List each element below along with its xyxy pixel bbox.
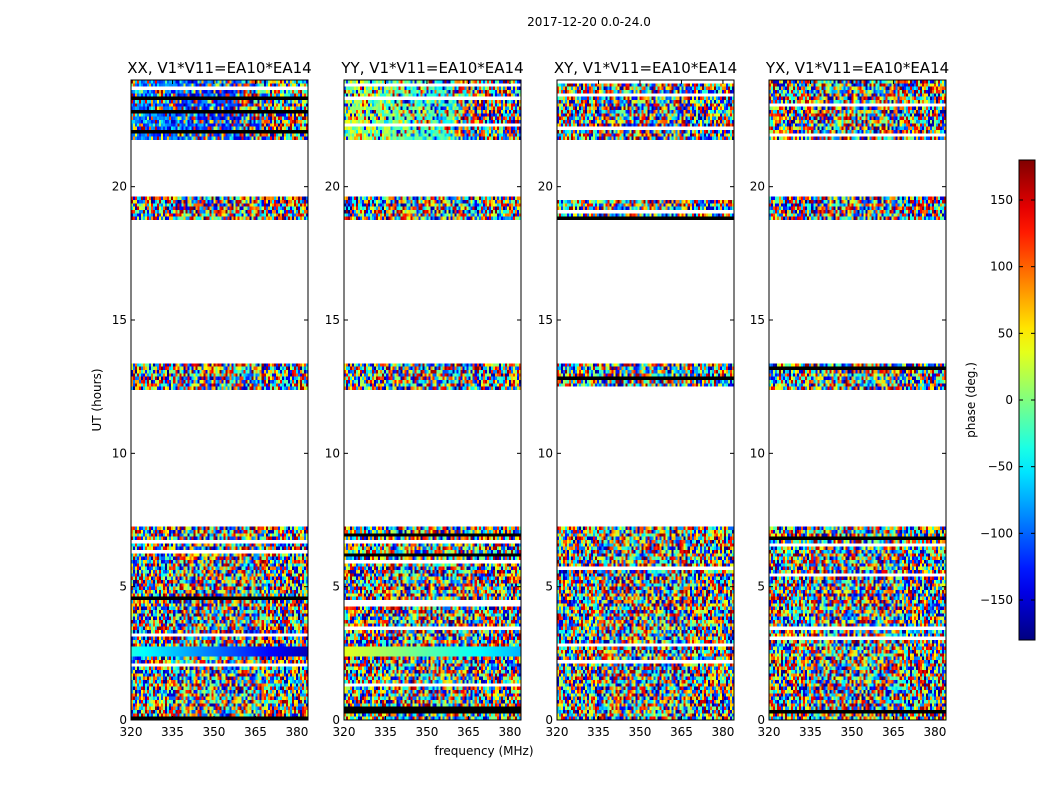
panel-frame [343, 79, 522, 721]
colorbar-tick-label: −150 [980, 593, 1013, 607]
x-tick-label: 335 [587, 725, 610, 739]
colorbar-tick-label: 150 [990, 193, 1013, 207]
colorbar-label: phase (deg.) [964, 362, 978, 438]
y-tick-label: 10 [750, 446, 765, 460]
x-tick-label: 350 [841, 725, 864, 739]
x-tick-label: 365 [457, 725, 480, 739]
panel-title: YY, V1*V11=EA10*EA14 [340, 59, 523, 77]
x-tick-label: 380 [711, 725, 734, 739]
panel-title: XX, V1*V11=EA10*EA14 [127, 59, 311, 77]
y-tick-label: 10 [538, 446, 553, 460]
panel-yx: YX, V1*V11=EA10*EA14 320 335 350 365 380 0 5 10 1… [750, 59, 949, 739]
x-tick-label: 365 [670, 725, 693, 739]
x-tick-label: 365 [882, 725, 905, 739]
panel-frame [556, 79, 735, 721]
colorbar-tick-label: 50 [998, 326, 1013, 340]
x-axis-label: frequency (MHz) [434, 744, 533, 758]
colorbar-tick-label: 100 [990, 260, 1013, 274]
colorbar-tick-label: −100 [980, 526, 1013, 540]
panels: XX, V1*V11=EA10*EA14 320 335 350 365 380 0 5 10 1… [112, 59, 949, 739]
x-tick-label: 320 [333, 725, 356, 739]
y-tick-label: 15 [112, 313, 127, 327]
panel-yy: YY, V1*V11=EA10*EA14 320 335 350 365 380 0 5 10 1… [325, 59, 524, 739]
y-tick-label: 20 [325, 180, 340, 194]
x-tick-label: 365 [244, 725, 267, 739]
x-tick-label: 350 [416, 725, 439, 739]
y-tick-label: 5 [545, 580, 553, 594]
y-tick-label: 0 [545, 713, 553, 727]
y-tick-label: 10 [112, 446, 127, 460]
colorbar-tick-label: 0 [1005, 393, 1013, 407]
y-tick-label: 0 [119, 713, 127, 727]
x-tick-label: 320 [546, 725, 569, 739]
y-tick-label: 20 [750, 180, 765, 194]
y-tick-label: 0 [332, 713, 340, 727]
x-tick-label: 380 [498, 725, 521, 739]
figure-suptitle: 2017-12-20 0.0-24.0 [527, 15, 651, 29]
y-tick-label: 15 [538, 313, 553, 327]
phase-heatmap-xx [131, 80, 308, 720]
panel-title: XY, V1*V11=EA10*EA14 [554, 59, 737, 77]
y-tick-label: 5 [119, 580, 127, 594]
y-tick-label: 20 [538, 180, 553, 194]
phase-heatmap-yx [769, 80, 946, 720]
y-tick-label: 5 [757, 580, 765, 594]
colorbar: −150 −100 −50 0 50 100 150 [980, 159, 1036, 641]
x-tick-label: 380 [285, 725, 308, 739]
panel-title: YX, V1*V11=EA10*EA14 [765, 59, 949, 77]
x-tick-label: 350 [629, 725, 652, 739]
panel-frame [130, 79, 309, 721]
y-tick-label: 10 [325, 446, 340, 460]
panel-frame [768, 79, 947, 721]
panel-xx: XX, V1*V11=EA10*EA14 320 335 350 365 380 0 5 10 1… [112, 59, 312, 739]
y-tick-label: 15 [750, 313, 765, 327]
x-tick-label: 320 [758, 725, 781, 739]
x-tick-label: 350 [203, 725, 226, 739]
x-tick-label: 335 [374, 725, 397, 739]
x-tick-label: 335 [799, 725, 822, 739]
colorbar-tick-label: −50 [988, 460, 1013, 474]
y-tick-label: 20 [112, 180, 127, 194]
x-tick-label: 335 [161, 725, 184, 739]
y-tick-label: 5 [332, 580, 340, 594]
y-axis-label: UT (hours) [90, 368, 104, 431]
panel-xy: XY, V1*V11=EA10*EA14 320 335 350 365 380 0 5 10 1… [538, 59, 737, 739]
y-tick-label: 0 [757, 713, 765, 727]
y-tick-label: 15 [325, 313, 340, 327]
phase-heatmap-xy [557, 80, 734, 720]
x-tick-label: 380 [923, 725, 946, 739]
x-tick-label: 320 [120, 725, 143, 739]
phase-heatmap-yy [344, 80, 521, 720]
